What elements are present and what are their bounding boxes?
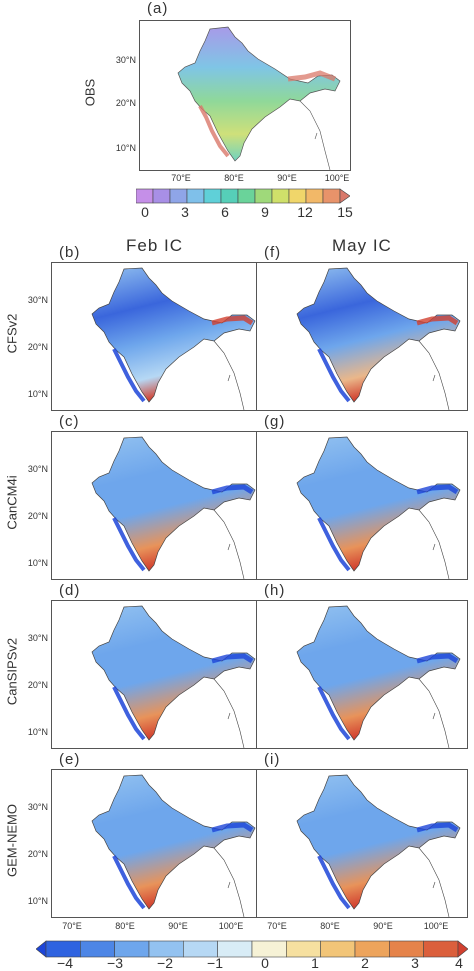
- colorbar-segment: [237, 188, 256, 204]
- panel-label-row0-right: (f): [264, 244, 282, 261]
- lon-80-right: 80°E: [320, 921, 340, 931]
- colorbar-max-triangle: [457, 940, 468, 958]
- bias-cbar-1: 1: [311, 955, 319, 971]
- lon-70-right: 70°E: [267, 921, 287, 931]
- panel-label-row2-left: (d): [59, 582, 81, 599]
- lat-label-row0-2: 10°N: [27, 389, 48, 399]
- lon-100-left: 100°E: [218, 921, 244, 931]
- colorbar-segment: [322, 188, 341, 204]
- colorbar-segment: [288, 188, 307, 204]
- bias-cbar-0: 0: [261, 955, 269, 971]
- bias-india-map: [91, 436, 256, 579]
- bias-cbar-m4: −4: [57, 955, 73, 971]
- panel-label-row1-right: (g): [264, 413, 286, 430]
- obs-cbar-6: 6: [221, 204, 229, 220]
- bias-india-map: [91, 267, 256, 410]
- bias-cbar-m1: −1: [207, 955, 223, 971]
- colorbar-segment: [254, 188, 273, 204]
- bias-cbar-m2: −2: [157, 955, 173, 971]
- lon-90-right: 90°E: [373, 921, 393, 931]
- column-header-feb-ic: Feb IC: [126, 236, 184, 255]
- obs-lat-10: 10°N: [115, 143, 136, 153]
- obs-cbar-12: 12: [297, 204, 313, 220]
- bias-map-panel-row3-left: [51, 769, 263, 918]
- bias-cbar-4: 4: [455, 955, 463, 971]
- bias-map-panel-row0-left: [51, 262, 263, 411]
- panel-label-row0-left: (b): [59, 244, 81, 261]
- colorbar-segment: [152, 188, 171, 204]
- colorbar-segment: [203, 188, 222, 204]
- bias-cbar-m3: −3: [107, 955, 123, 971]
- lat-label-row2-2: 10°N: [27, 727, 48, 737]
- panel-label-row1-left: (c): [59, 413, 80, 430]
- bias-india-map: [296, 436, 461, 579]
- row-label-2: CanSIPSv2: [4, 637, 20, 706]
- colorbar-segment: [220, 188, 239, 204]
- bias-map-panel-row1-left: [51, 431, 263, 580]
- lat-label-row3-0: 30°N: [27, 802, 48, 812]
- lon-100-right: 100°E: [423, 921, 449, 931]
- colorbar-max-triangle: [339, 188, 350, 204]
- colorbar-segment: [136, 188, 154, 204]
- lat-label-row0-1: 20°N: [27, 342, 48, 352]
- lon-80-left: 80°E: [115, 921, 135, 931]
- bias-india-map: [296, 774, 461, 917]
- obs-cbar-0: 0: [141, 204, 149, 220]
- bias-india-map: [296, 605, 461, 748]
- obs-cbar-15: 15: [337, 204, 353, 220]
- colorbar-segment: [271, 188, 290, 204]
- panel-label-row3-right: (i): [264, 751, 281, 768]
- obs-lat-30: 30°N: [115, 55, 136, 65]
- bias-india-map: [91, 774, 256, 917]
- lon-90-left: 90°E: [168, 921, 188, 931]
- bias-cbar-3: 3: [411, 955, 419, 971]
- obs-lon-70: 70°E: [171, 173, 191, 183]
- panel-label-row3-left: (e): [59, 751, 81, 768]
- lat-label-row3-2: 10°N: [27, 896, 48, 906]
- bias-india-map: [91, 605, 256, 748]
- obs-lon-100: 100°E: [324, 173, 350, 183]
- bias-colorbar: [36, 940, 468, 958]
- panel-label-row2-right: (h): [264, 582, 286, 599]
- column-header-may-ic: May IC: [332, 236, 392, 255]
- bias-map-panel-row1-right: [256, 431, 468, 580]
- bias-map-panel-row2-right: [256, 600, 468, 749]
- lat-label-row2-1: 20°N: [27, 680, 48, 690]
- lat-label-row2-0: 30°N: [27, 633, 48, 643]
- colorbar-min-triangle: [36, 940, 47, 958]
- obs-cbar-9: 9: [261, 204, 269, 220]
- obs-lon-90: 90°E: [277, 173, 297, 183]
- row-label-1: CanCM4i: [4, 475, 20, 530]
- lat-label-row3-1: 20°N: [27, 849, 48, 859]
- obs-map-panel: [139, 20, 351, 171]
- obs-lat-20: 20°N: [115, 98, 136, 108]
- bias-cbar-2: 2: [361, 955, 369, 971]
- obs-cbar-3: 3: [181, 204, 189, 220]
- lat-label-row1-0: 30°N: [27, 464, 48, 474]
- lat-label-row1-2: 10°N: [27, 558, 48, 568]
- obs-india-map: [177, 26, 341, 170]
- lat-label-row1-1: 20°N: [27, 511, 48, 521]
- bias-map-panel-row0-right: [256, 262, 468, 411]
- bias-map-panel-row3-right: [256, 769, 468, 918]
- row-label-0: CFSv2: [4, 313, 20, 354]
- bias-map-panel-row2-left: [51, 600, 263, 749]
- panel-label-a: (a): [147, 0, 169, 17]
- row-label-obs: OBS: [82, 78, 98, 107]
- lon-70-left: 70°E: [62, 921, 82, 931]
- colorbar-segment: [169, 188, 188, 204]
- colorbar-segment: [186, 188, 205, 204]
- lat-label-row0-0: 30°N: [27, 295, 48, 305]
- obs-lon-80: 80°E: [224, 173, 244, 183]
- bias-india-map: [296, 267, 461, 410]
- obs-colorbar: [136, 188, 350, 204]
- row-label-3: GEM-NEMO: [4, 804, 20, 877]
- colorbar-segment: [305, 188, 324, 204]
